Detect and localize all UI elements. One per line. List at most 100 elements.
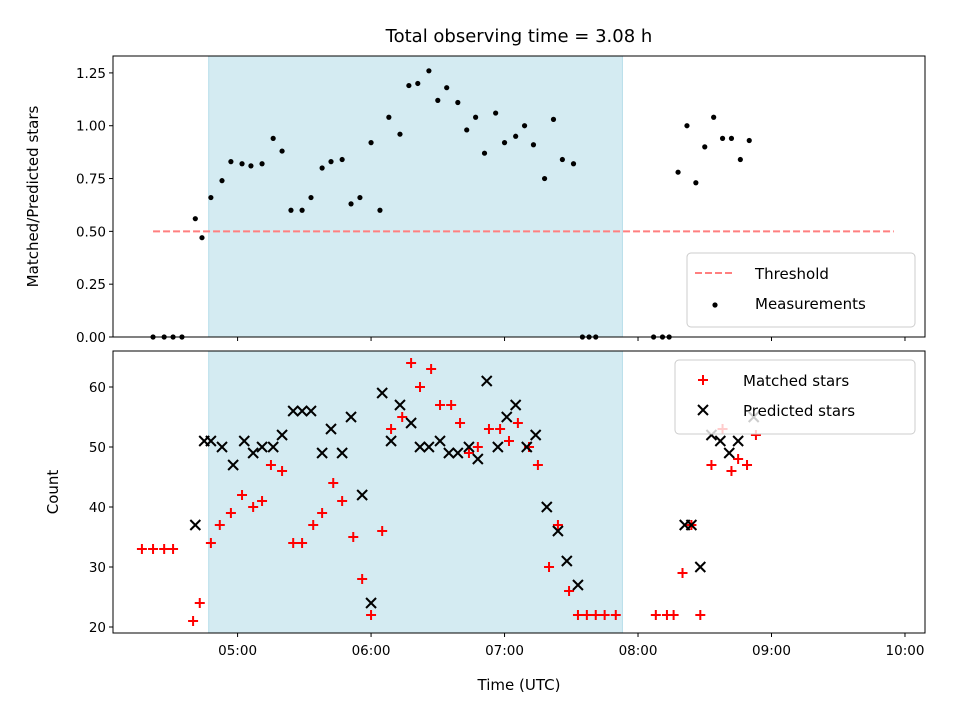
legend-label: Matched stars xyxy=(743,372,849,390)
y-tick-label: 30 xyxy=(89,560,106,576)
data-point xyxy=(530,142,537,148)
data-point xyxy=(136,544,147,554)
y-tick-label: 40 xyxy=(89,500,106,516)
y-axis-label: Count xyxy=(44,470,62,515)
data-point xyxy=(189,519,202,531)
y-tick-label: 0.00 xyxy=(76,330,106,346)
data-point xyxy=(483,424,494,434)
legend-measurements-handle xyxy=(712,302,718,308)
legend: Threshold Measurements xyxy=(686,252,916,328)
data-point xyxy=(552,525,564,537)
data-point xyxy=(325,423,337,435)
data-point xyxy=(464,127,470,133)
data-point xyxy=(512,418,523,428)
x-tick-label: 07:00 xyxy=(485,643,524,659)
data-point xyxy=(192,216,198,222)
data-point xyxy=(455,99,461,106)
data-point xyxy=(188,616,199,626)
data-point xyxy=(550,116,557,122)
x-tick-label: 06:00 xyxy=(352,643,391,659)
data-point xyxy=(357,194,363,201)
data-point xyxy=(148,544,159,554)
data-point xyxy=(248,163,254,169)
data-point xyxy=(714,435,727,447)
data-point xyxy=(677,568,688,578)
y-tick-label: 50 xyxy=(89,440,106,456)
data-point xyxy=(532,460,543,470)
data-point xyxy=(317,508,328,518)
series-predicted-stars xyxy=(189,375,760,609)
data-point xyxy=(694,561,707,573)
data-point xyxy=(495,424,506,434)
data-point xyxy=(503,436,514,446)
data-point xyxy=(544,562,555,572)
data-point xyxy=(239,161,245,167)
series-matched-stars xyxy=(136,358,761,626)
data-point xyxy=(668,610,679,620)
data-point xyxy=(732,435,744,447)
data-point xyxy=(397,131,403,137)
data-point xyxy=(377,207,383,213)
data-point xyxy=(405,417,417,429)
data-point xyxy=(472,442,483,452)
data-point xyxy=(248,502,259,512)
x-tick-label: 09:00 xyxy=(752,643,791,659)
data-point xyxy=(238,435,250,447)
data-point xyxy=(581,610,592,620)
data-point xyxy=(443,447,455,459)
data-point xyxy=(276,429,288,441)
data-point xyxy=(501,411,513,423)
data-point xyxy=(481,375,493,387)
data-point xyxy=(337,496,348,506)
data-point xyxy=(194,598,205,608)
data-point xyxy=(733,454,744,464)
data-point xyxy=(208,194,214,201)
data-point xyxy=(415,80,421,87)
y-axis-label: Matched/Predicted stars xyxy=(24,106,42,288)
data-point xyxy=(541,175,548,182)
data-point xyxy=(426,68,432,74)
x-tick-label: 05:00 xyxy=(218,643,257,659)
data-point xyxy=(435,97,441,103)
data-point xyxy=(366,610,377,620)
data-point xyxy=(368,140,374,146)
data-point xyxy=(296,405,308,417)
data-point xyxy=(216,441,228,453)
y-tick-label: 20 xyxy=(89,620,106,636)
data-point xyxy=(227,459,239,471)
data-point xyxy=(426,364,437,374)
data-point xyxy=(159,544,170,554)
data-point xyxy=(308,194,314,201)
x-tick-label: 08:00 xyxy=(619,643,658,659)
data-point xyxy=(348,201,354,207)
legend-box xyxy=(674,359,916,435)
data-point xyxy=(435,400,446,410)
data-point xyxy=(746,137,752,144)
axes-frame xyxy=(112,350,926,634)
data-point xyxy=(529,429,542,441)
data-point xyxy=(675,169,681,175)
axes-frame xyxy=(112,55,926,338)
data-point xyxy=(493,110,499,116)
y-tick-label: 1.00 xyxy=(76,119,106,135)
data-point xyxy=(257,496,268,506)
data-point xyxy=(473,114,479,120)
data-point xyxy=(319,165,325,171)
legend-label: Measurements xyxy=(755,295,866,313)
data-point xyxy=(726,466,737,476)
data-point xyxy=(599,610,610,620)
chart-title: Total observing time = 3.08 h xyxy=(385,26,653,47)
bottom-panel: 20 30 40 50 60 05:00 06:00 07:00 08:00 09:00 10:00… xyxy=(44,350,926,694)
data-point xyxy=(513,133,519,139)
y-tick-label: 60 xyxy=(89,380,106,396)
data-point xyxy=(455,418,466,428)
data-point xyxy=(357,574,368,584)
legend-matched-handle xyxy=(698,375,708,385)
legend: Matched stars Predicted stars xyxy=(674,359,916,435)
data-point xyxy=(228,159,234,165)
data-point xyxy=(219,178,225,184)
data-point xyxy=(423,441,435,453)
data-point xyxy=(509,399,522,411)
data-point xyxy=(386,424,397,434)
data-point xyxy=(719,135,726,141)
